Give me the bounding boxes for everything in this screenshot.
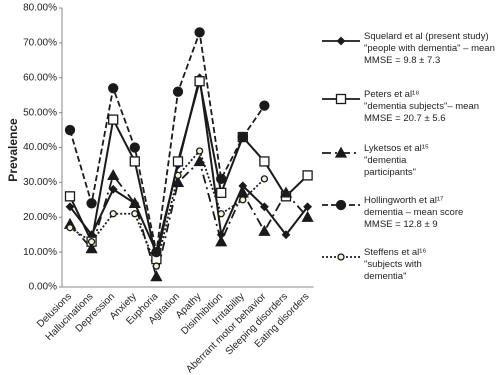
marker — [259, 202, 269, 212]
legend-line-text: Hollingworth et al¹⁷ — [364, 195, 444, 206]
marker — [217, 210, 225, 218]
series-line — [69, 80, 309, 260]
y-tick-label: 60.00% — [23, 72, 57, 83]
legend-line-text: Peters et al¹⁸ — [364, 89, 419, 100]
marker — [195, 147, 204, 155]
marker — [129, 156, 140, 167]
legend-marker — [337, 253, 345, 261]
legend-label: Hollingworth et al¹⁷ dementia – mean scor… — [364, 195, 463, 230]
marker — [303, 202, 313, 212]
legend-line-text: dementia" — [364, 271, 406, 282]
legend-label: Lyketsos et al¹⁵ "dementia participants" — [364, 143, 429, 178]
marker — [85, 242, 98, 254]
marker — [239, 196, 247, 204]
legend: Squelard et al (present study) "people wi… — [322, 31, 495, 282]
marker — [281, 230, 291, 240]
legend-line-text: MMSE = 9.8 ± 7.3 — [364, 55, 440, 66]
series-line — [69, 32, 266, 253]
marker — [259, 156, 270, 167]
legend-label: Steffens et al¹⁶ "subjects with dementia" — [364, 247, 426, 282]
legend-line-text: "dementia subjects"– mean — [364, 101, 479, 112]
legend-line-text: "dementia — [364, 155, 407, 166]
marker — [108, 114, 119, 125]
marker — [258, 224, 271, 236]
legend-line-text: "subjects with — [364, 259, 422, 270]
marker — [129, 142, 140, 153]
legend-line-text: MMSE = 20.7 ± 5.6 — [364, 113, 446, 124]
marker — [301, 210, 314, 222]
marker — [109, 210, 117, 218]
y-tick-label: 10.00% — [23, 247, 57, 258]
legend-marker — [334, 146, 348, 158]
marker — [64, 124, 76, 136]
legend-marker — [336, 36, 346, 46]
legend-line-text: MMSE = 12.8 ± 9 — [364, 219, 438, 230]
marker — [279, 186, 293, 198]
series-line — [69, 159, 309, 281]
y-tick-label: 80.00% — [23, 3, 57, 14]
legend-marker — [335, 93, 347, 105]
legend-label: Peters et al¹⁸ "dementia subjects"– mean M… — [364, 89, 479, 124]
marker — [65, 202, 75, 212]
marker — [128, 196, 141, 208]
marker — [302, 170, 313, 181]
marker — [194, 76, 205, 87]
marker — [87, 238, 96, 246]
marker — [237, 131, 248, 143]
marker — [174, 171, 182, 180]
y-tick-label: 20.00% — [23, 212, 57, 223]
legend-label: Squelard et al (present study) "people wi… — [364, 31, 495, 66]
marker — [193, 155, 206, 167]
legend-line-text: dementia – mean score — [364, 207, 463, 218]
y-tick-label: 0.00% — [29, 282, 57, 293]
legend-line-text: Lyketsos et al¹⁵ — [364, 143, 429, 154]
legend-line-text: participants" — [364, 167, 416, 178]
marker — [260, 175, 269, 183]
marker — [66, 224, 74, 232]
marker — [86, 198, 97, 209]
marker — [216, 173, 227, 185]
marker — [216, 187, 227, 198]
marker — [64, 191, 76, 202]
legend-marker — [335, 199, 347, 211]
marker — [194, 27, 205, 38]
y-axis-label: Prevalence — [6, 118, 20, 182]
y-tick-label: 50.00% — [23, 107, 57, 118]
legend-line-text: Squelard et al (present study) — [364, 31, 489, 42]
marker — [215, 235, 228, 247]
marker — [108, 184, 118, 194]
y-tick-label: 70.00% — [23, 38, 57, 49]
legend-line-text: "people with dementia" – mean — [364, 43, 495, 54]
marker — [172, 86, 184, 97]
y-tick-label: 40.00% — [23, 142, 57, 153]
legend-line-text: Steffens et al¹⁶ — [364, 247, 426, 258]
marker — [171, 176, 185, 188]
marker — [259, 100, 270, 111]
marker — [151, 246, 162, 258]
series-line — [69, 149, 266, 269]
marker — [150, 270, 163, 282]
marker — [152, 262, 161, 270]
marker — [172, 156, 184, 167]
marker — [107, 169, 120, 181]
y-tick-label: 30.00% — [23, 177, 57, 188]
marker — [131, 210, 139, 218]
marker — [108, 83, 119, 94]
